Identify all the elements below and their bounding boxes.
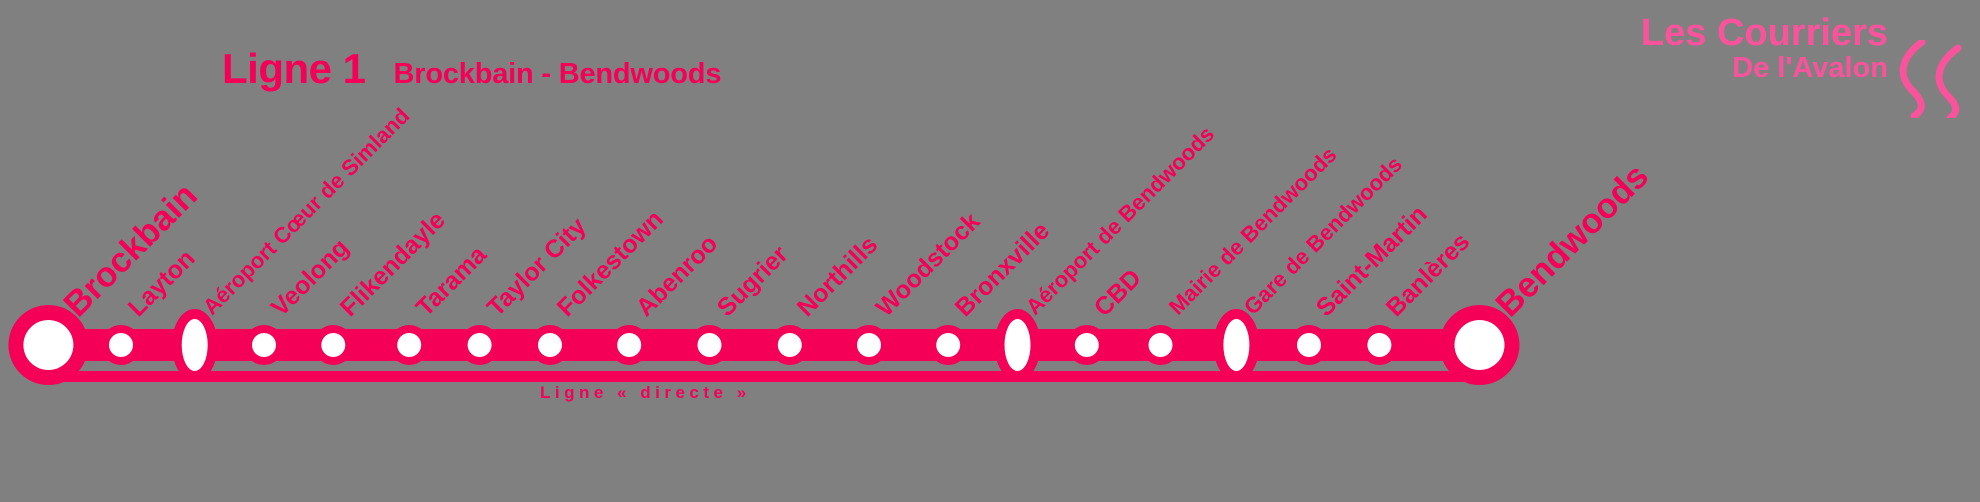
station-label: Tarama bbox=[410, 240, 493, 323]
station-marker-inner bbox=[857, 333, 881, 357]
station-marker-outer bbox=[1140, 325, 1181, 365]
station-marker-inner bbox=[1148, 333, 1173, 357]
diagram-header: Ligne 1 Brockbain - Bendwoods bbox=[222, 48, 721, 90]
operator-logo-text: Les Courriers De l'Avalon bbox=[1641, 14, 1888, 83]
station-marker-inner bbox=[1297, 333, 1321, 357]
station-marker-inner bbox=[1367, 333, 1392, 357]
line-termini-subtitle: Brockbain - Bendwoods bbox=[393, 58, 722, 90]
interchange-marker-outer bbox=[171, 309, 218, 381]
station-marker-outer bbox=[769, 325, 810, 365]
station-marker-inner bbox=[936, 333, 961, 357]
station-marker-outer bbox=[609, 325, 650, 365]
route-end-connector-left bbox=[48, 329, 60, 382]
station-marker-inner bbox=[697, 333, 722, 357]
interchange-marker-outer bbox=[994, 309, 1041, 381]
station-marker-inner bbox=[109, 333, 133, 357]
station-marker-outer bbox=[928, 325, 969, 365]
station-marker-inner bbox=[1074, 333, 1099, 357]
terminus-marker-inner bbox=[1454, 320, 1505, 370]
station-marker-outer bbox=[1359, 325, 1400, 365]
station-marker-outer bbox=[1289, 325, 1329, 365]
double-wave-icon bbox=[1888, 38, 1962, 123]
station-label: CBD bbox=[1088, 263, 1147, 323]
operator-name-line2: De l'Avalon bbox=[1732, 52, 1888, 84]
terminus-marker-outer bbox=[1439, 305, 1520, 385]
station-label: Bendwoods bbox=[1487, 156, 1656, 325]
direct-line-caption: Ligne « directe » bbox=[540, 383, 751, 402]
station-marker-inner bbox=[252, 333, 276, 357]
station-label: Sugrier bbox=[711, 240, 793, 323]
station-marker-outer bbox=[244, 325, 284, 365]
station-marker-inner bbox=[397, 333, 422, 357]
station-marker-outer bbox=[101, 325, 141, 365]
route-end-connector-right bbox=[1468, 329, 1480, 382]
operator-name-line1: Les Courriers bbox=[1640, 12, 1888, 54]
station-marker-inner bbox=[321, 333, 346, 357]
station-marker-inner bbox=[467, 333, 492, 357]
station-marker-outer bbox=[1066, 325, 1107, 365]
interchange-marker-inner bbox=[181, 319, 208, 371]
interchange-marker-outer bbox=[1213, 309, 1260, 381]
route-trunk bbox=[48, 329, 1480, 361]
operator-logo: Les Courriers De l'Avalon bbox=[1546, 14, 1966, 122]
station-marker-outer bbox=[459, 325, 500, 365]
station-marker-outer bbox=[389, 325, 430, 365]
station-marker-inner bbox=[617, 333, 642, 357]
station-marker-outer bbox=[313, 325, 354, 365]
interchange-marker-inner bbox=[1004, 319, 1031, 371]
line-number-title: Ligne 1 bbox=[222, 45, 366, 92]
direct-route-line bbox=[48, 371, 1480, 382]
station-marker-outer bbox=[689, 325, 730, 365]
station-marker-inner bbox=[538, 333, 562, 357]
station-marker-outer bbox=[530, 325, 570, 365]
station-marker-inner bbox=[777, 333, 802, 357]
interchange-marker-inner bbox=[1223, 319, 1250, 371]
station-marker-outer bbox=[849, 325, 889, 365]
terminus-marker-inner bbox=[23, 320, 74, 370]
station-label: Northills bbox=[791, 230, 884, 323]
